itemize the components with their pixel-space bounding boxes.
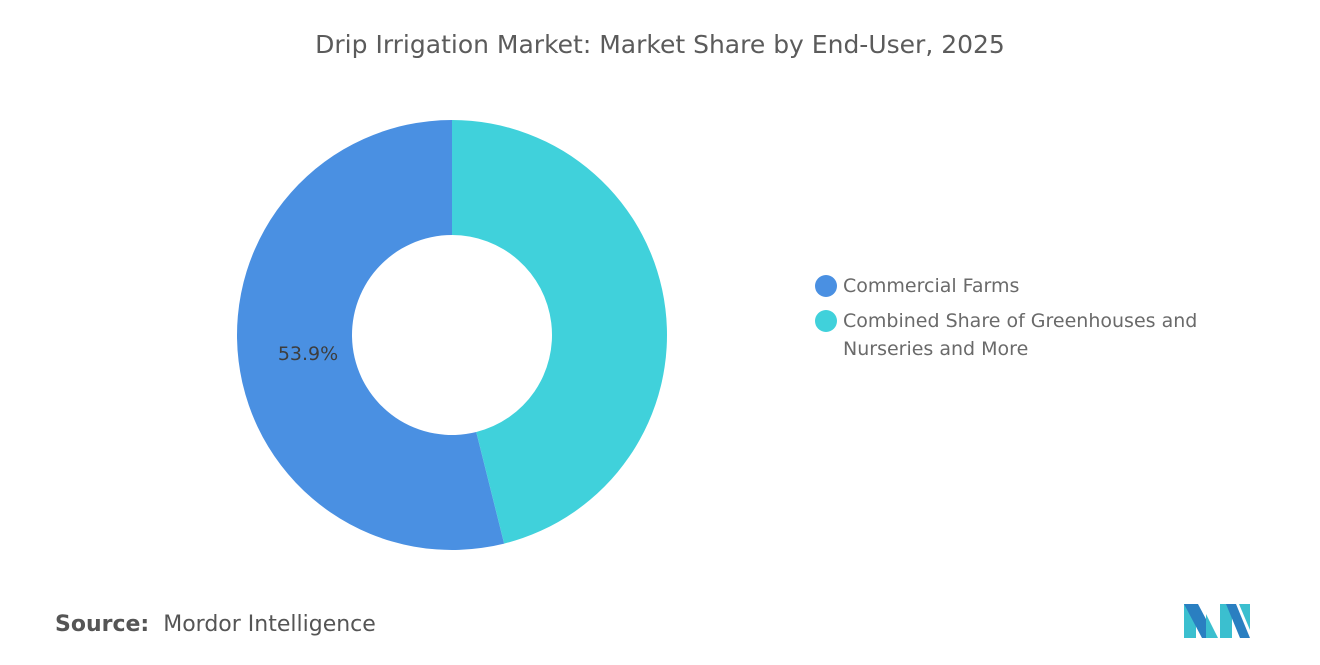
chart-title: Drip Irrigation Market: Market Share by … [315,30,1005,59]
source-label: Source: [55,612,150,637]
donut-slice-0[interactable] [237,120,505,550]
legend-label: Commercial Farms [843,275,1020,297]
legend-swatch [815,275,837,297]
donut-slice-1[interactable] [452,120,667,544]
data-label-0: 53.9% [278,343,338,365]
mordor-intelligence-logo [1184,604,1250,638]
legend-item-commercial-farms[interactable]: Commercial Farms [815,272,1235,300]
legend: Commercial Farms Combined Share of Green… [815,272,1235,370]
source-note: Source: Mordor Intelligence [55,612,376,637]
legend-swatch [815,310,837,332]
legend-label: Combined Share of Greenhouses and Nurser… [843,310,1198,360]
legend-item-greenhouses[interactable]: Combined Share of Greenhouses and Nurser… [815,307,1235,363]
source-value: Mordor Intelligence [163,612,376,637]
